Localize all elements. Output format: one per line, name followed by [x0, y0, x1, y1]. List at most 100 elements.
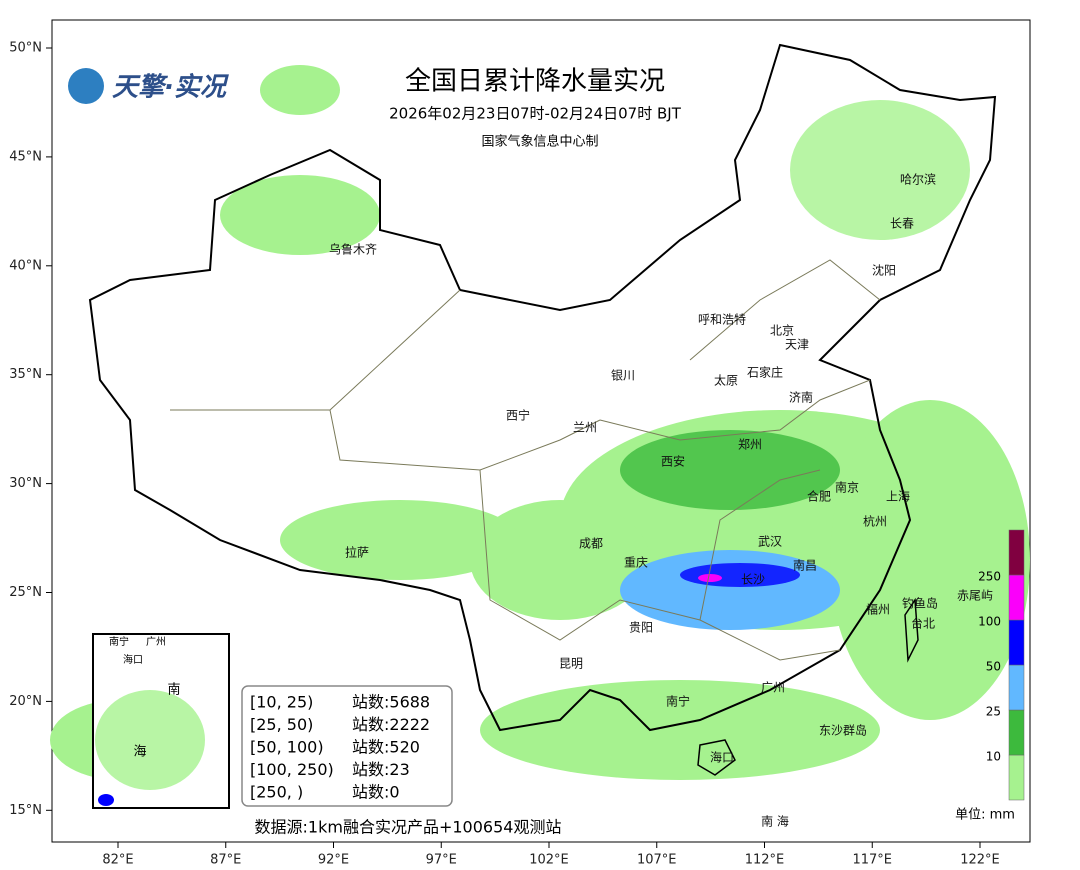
rain-area	[280, 500, 520, 580]
colorbar-label: 25	[986, 705, 1001, 719]
rain-area	[95, 690, 205, 790]
stats-range: [10, 25)	[250, 693, 313, 712]
map-title: 全国日累计降水量实况	[405, 67, 665, 97]
stats-count: 站数:23	[352, 760, 410, 779]
lat-label: 25°N	[9, 585, 42, 600]
colorbar-segment	[1008, 529, 1025, 576]
province-border	[689, 259, 881, 361]
stats-range: [100, 250)	[250, 760, 334, 779]
city-label: 长沙	[741, 573, 765, 587]
stats-range: [250, )	[250, 783, 303, 802]
rain-area	[698, 574, 722, 582]
city-label: 钓鱼岛	[902, 596, 938, 611]
rain-area	[220, 175, 380, 255]
city-label: 东沙群岛	[819, 723, 867, 738]
city-label: 郑州	[738, 437, 762, 452]
city-label: 上海	[886, 489, 910, 504]
lat-label: 15°N	[9, 803, 42, 818]
colorbar-label: 10	[986, 750, 1001, 764]
city-label: 南宁	[666, 694, 690, 709]
city-label: 乌鲁木齐	[329, 242, 377, 257]
data-source: 数据源:1km融合实况产品+100654观测站	[255, 818, 562, 837]
stats-count: 站数:520	[352, 738, 420, 757]
province-border	[599, 379, 871, 441]
city-label: 西宁	[506, 408, 530, 423]
lon-label: 107°E	[637, 853, 677, 868]
country-border	[88, 43, 997, 732]
colorbar-segment	[1008, 709, 1025, 756]
lon-label: 112°E	[745, 853, 785, 868]
city-label: 天津	[785, 338, 809, 352]
inset-label: 南宁	[109, 635, 129, 648]
province-border	[479, 469, 841, 661]
lat-label: 30°N	[9, 476, 42, 491]
lon-label: 92°E	[318, 853, 349, 868]
rain-area	[98, 794, 114, 806]
colorbar-segment	[1008, 619, 1025, 666]
stats-count: 站数:5688	[352, 693, 430, 712]
lon-label: 117°E	[852, 853, 892, 868]
lon-label: 102°E	[529, 853, 569, 868]
city-label: 长春	[890, 217, 914, 231]
lat-label: 45°N	[9, 149, 42, 164]
city-label: 赤尾屿	[957, 589, 993, 603]
city-label: 南京	[835, 480, 859, 495]
city-label: 兰州	[573, 421, 597, 435]
city-label: 福州	[866, 602, 890, 617]
colorbar-segment	[1008, 664, 1025, 711]
colorbar-segment	[1008, 574, 1025, 621]
city-label: 太原	[714, 373, 738, 388]
lon-label: 87°E	[210, 853, 241, 868]
stats-count: 站数:0	[352, 783, 400, 802]
inset-label: 广州	[146, 636, 166, 648]
city-label: 武汉	[758, 535, 782, 549]
city-label: 呼和浩特	[698, 312, 746, 327]
rain-layer	[50, 65, 1030, 780]
city-label: 济南	[789, 390, 813, 405]
colorbar-label: 250	[978, 570, 1001, 584]
island-border	[904, 597, 919, 663]
lat-label: 40°N	[9, 258, 42, 273]
lon-label: 82°E	[102, 853, 133, 868]
city-label: 石家庄	[747, 365, 783, 380]
city-label: 合肥	[807, 489, 831, 504]
stats-frame	[241, 685, 453, 807]
city-label: 台北	[911, 616, 935, 631]
city-label: 西安	[661, 454, 685, 469]
lat-label: 50°N	[9, 41, 42, 56]
city-label: 广州	[761, 681, 785, 695]
city-label: 昆明	[559, 657, 583, 671]
logo-text: 天擎·实况	[112, 73, 230, 103]
colorbar-label: 50	[986, 660, 1001, 674]
city-label: 北京	[770, 324, 794, 338]
city-label: 南昌	[793, 558, 817, 573]
inset-label: 海口	[123, 653, 143, 666]
city-label: 贵阳	[629, 621, 653, 635]
lon-label: 97°E	[426, 853, 457, 868]
rain-area	[830, 400, 1030, 720]
colorbar-segment	[1008, 754, 1025, 801]
city-label: 银川	[611, 369, 635, 383]
city-label: 成都	[579, 537, 603, 551]
stats-box	[241, 685, 453, 807]
colorbar-unit: 单位: mm	[955, 808, 1015, 823]
logo: 天擎·实况	[68, 68, 230, 104]
island-border	[697, 739, 736, 776]
lon-label: 122°E	[960, 853, 1000, 868]
province-border	[699, 469, 821, 621]
inset-label: 海	[133, 745, 146, 760]
stats-range: [25, 50)	[250, 715, 313, 734]
map-credit: 国家气象信息中心制	[481, 134, 598, 150]
logo-icon	[68, 68, 104, 104]
city-label: 哈尔滨	[900, 172, 936, 187]
stats-count: 站数:2222	[352, 715, 430, 734]
rain-area	[790, 100, 970, 240]
province-borders	[170, 259, 881, 661]
city-label: 杭州	[863, 514, 887, 529]
city-label: 海口	[710, 750, 734, 765]
city-label: 拉萨	[345, 545, 369, 560]
rain-area	[620, 430, 840, 510]
colorbar: 10 25 50 100 250	[978, 529, 1025, 801]
